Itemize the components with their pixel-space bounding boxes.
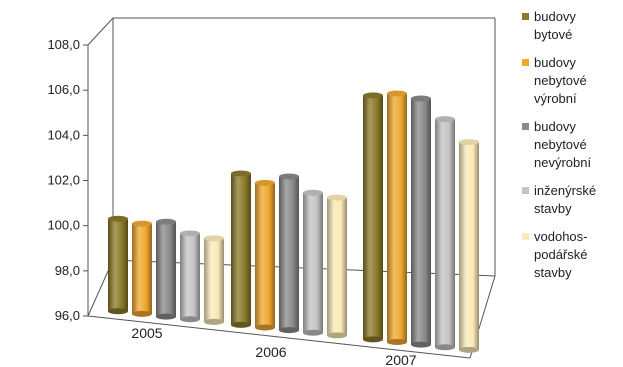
- y-tick-label: 108,0: [47, 37, 80, 52]
- legend-label: budovy nebytové nevýrobní: [534, 119, 592, 170]
- legend-label: budovy bytové: [534, 9, 576, 42]
- legend-item: budovy nebytové výrobní: [522, 54, 622, 108]
- x-tick-label: 2006: [255, 344, 286, 360]
- bar-2007-1: [363, 92, 383, 343]
- y-tick-label: 100,0: [47, 218, 80, 233]
- legend-label: inženýrské stavby: [534, 183, 597, 216]
- legend-swatch: [522, 187, 529, 194]
- y-tick-label: 104,0: [47, 127, 80, 142]
- y-tick-label: 96,0: [55, 308, 80, 323]
- bar-2006-1: [231, 170, 251, 328]
- bar-2007-2: [387, 90, 407, 345]
- legend-item: vodohos- podářské stavby: [522, 228, 622, 282]
- bar-2005-5: [204, 235, 224, 325]
- legend-item: budovy nebytové nevýrobní: [522, 118, 622, 172]
- legend-item: budovy bytové: [522, 8, 622, 44]
- bar-2007-4: [435, 116, 455, 351]
- bar-2005-2: [132, 220, 152, 317]
- bar-2006-5: [327, 194, 347, 339]
- y-tick-label: 106,0: [47, 82, 80, 97]
- y-tick-label: 102,0: [47, 173, 80, 188]
- legend-swatch: [522, 123, 529, 130]
- bar-2007-3: [411, 95, 431, 348]
- bar-2007-5: [459, 139, 479, 353]
- bar-2006-4: [303, 189, 323, 336]
- legend-label: budovy nebytové výrobní: [534, 55, 587, 106]
- legend-label: vodohos- podářské stavby: [534, 229, 588, 280]
- legend-swatch: [522, 233, 529, 240]
- x-tick-label: 2005: [131, 325, 162, 341]
- bars: [108, 90, 479, 353]
- bar-2006-2: [255, 179, 275, 331]
- x-tick-label: 2007: [385, 352, 416, 367]
- x-axis: 2005 2006 2007: [131, 325, 416, 367]
- bar-2005-1: [108, 215, 128, 315]
- legend-item: inženýrské stavby: [522, 182, 622, 218]
- bar-2005-3: [156, 218, 176, 320]
- legend: budovy bytové budovy nebytové výrobní budo…: [522, 8, 622, 292]
- bar-2005-4: [180, 230, 200, 323]
- y-tick-label: 98,0: [55, 263, 80, 278]
- legend-swatch: [522, 59, 529, 66]
- y-axis: 96,0 98,0 100,0 102,0 104,0 106,0 108,0: [47, 37, 88, 323]
- bar-2006-3: [279, 173, 299, 334]
- legend-swatch: [522, 13, 529, 20]
